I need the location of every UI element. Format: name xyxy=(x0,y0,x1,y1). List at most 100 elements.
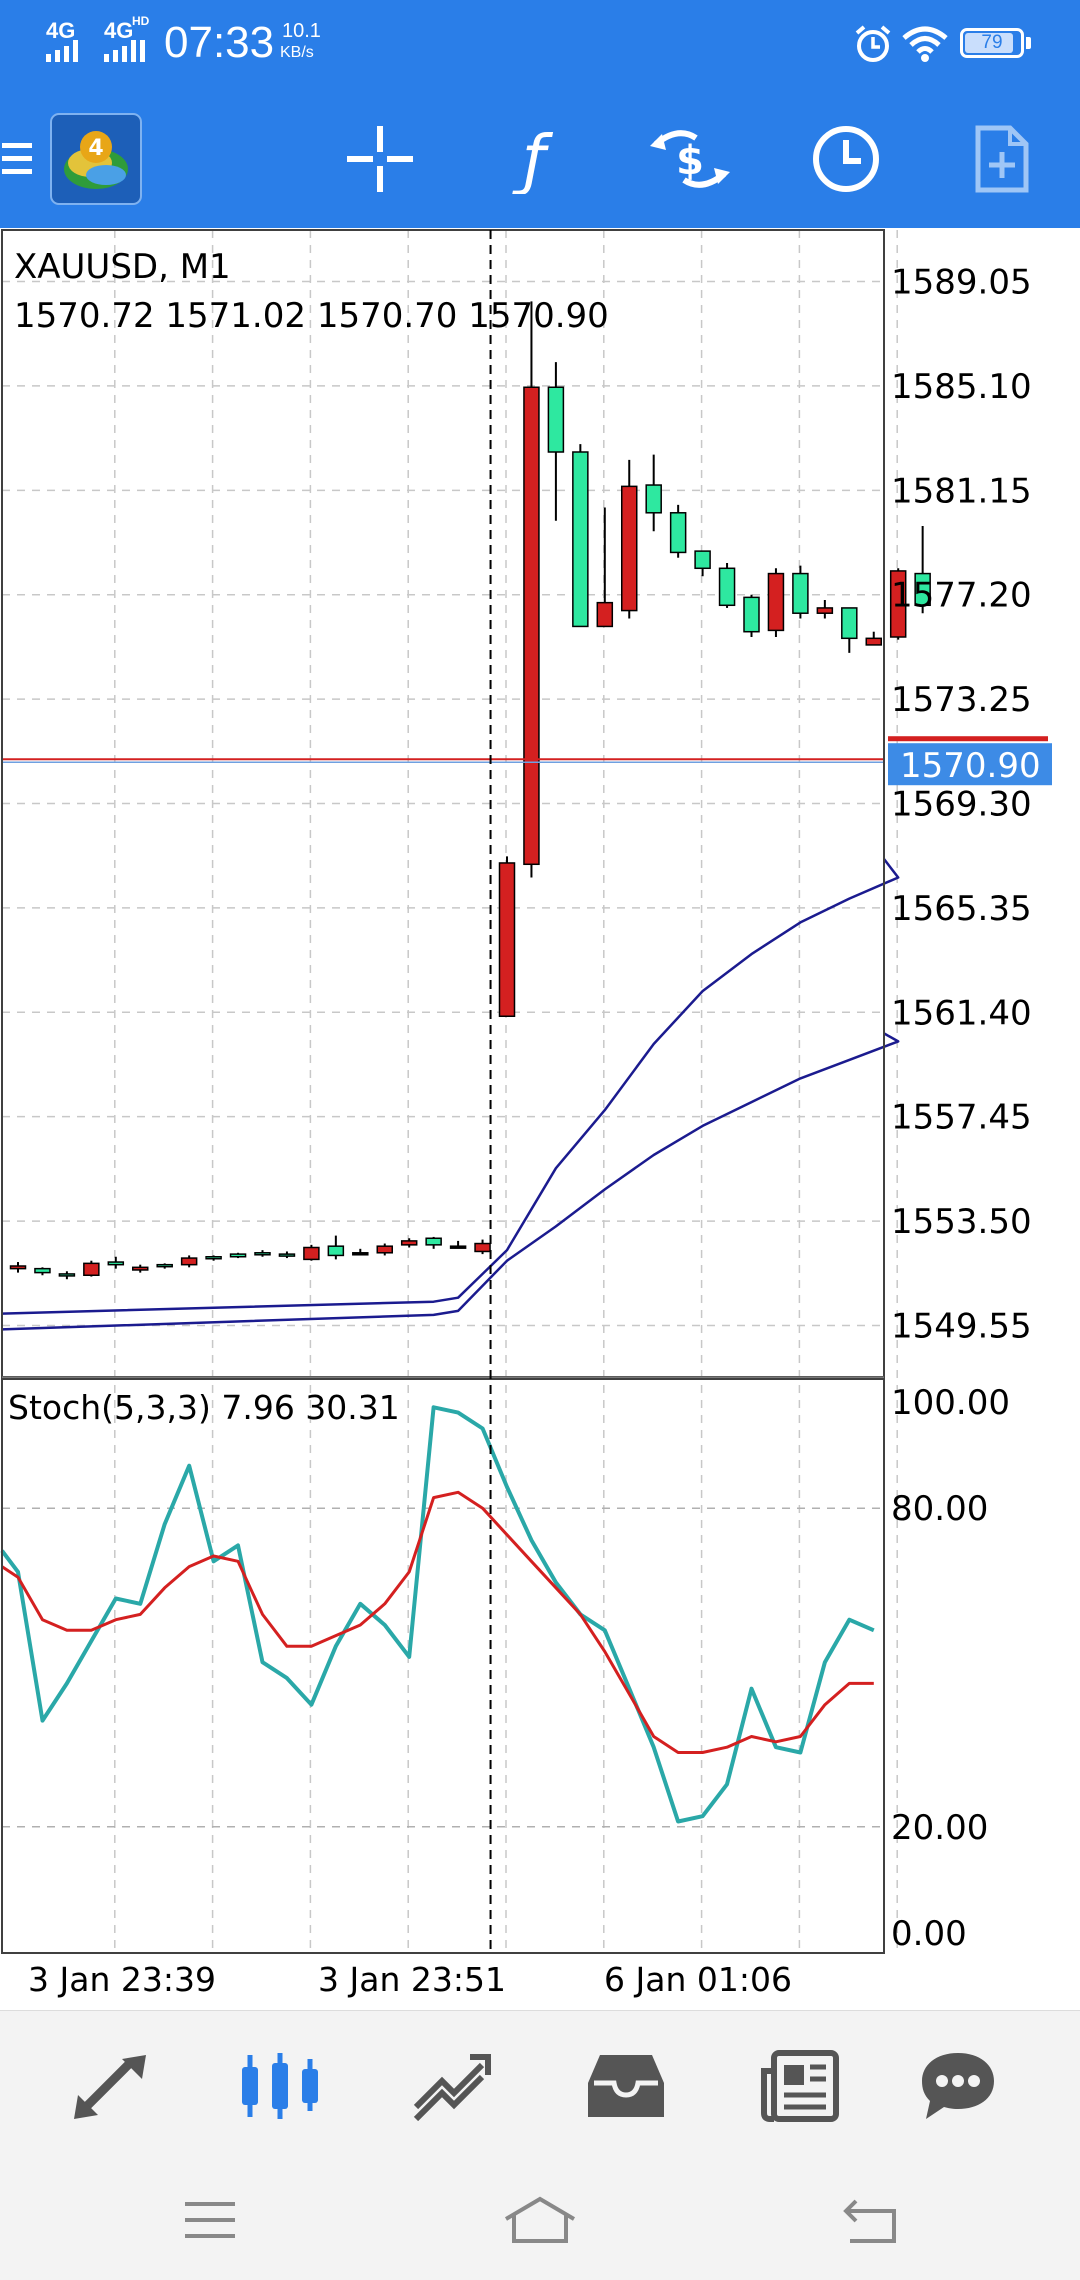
candle-body[interactable] xyxy=(352,1252,369,1256)
stoch-tick-label: 0.00 xyxy=(891,1914,967,1954)
crosshair-icon xyxy=(347,126,413,192)
candle-body[interactable] xyxy=(83,1262,100,1277)
candle-body[interactable] xyxy=(449,1245,467,1249)
svg-text:4: 4 xyxy=(88,136,103,161)
chart-area[interactable]: XAUUSD, M1 1570.72 1571.02 1570.70 1570.… xyxy=(0,228,1080,2008)
ma-slow-line xyxy=(1,1032,900,1331)
time-axis-label: 3 Jan 23:51 xyxy=(318,1960,506,1999)
price-chart[interactable]: XAUUSD, M1 1570.72 1571.02 1570.70 1570.… xyxy=(0,228,1080,2008)
ma-fast-line xyxy=(1,858,900,1315)
price-tick-label: 1577.20 xyxy=(891,576,1032,616)
nav-news[interactable] xyxy=(740,2011,860,2161)
mt4-logo-icon: 4 xyxy=(50,113,142,205)
candle-body[interactable] xyxy=(278,1253,296,1257)
candle-body[interactable] xyxy=(743,596,760,633)
status-bar: 4G 4G HD 07:33 10.1 KB/s 79 xyxy=(0,0,1080,90)
add-template-icon xyxy=(975,125,1029,193)
candle-body[interactable] xyxy=(376,1245,393,1254)
candle-body[interactable] xyxy=(425,1237,442,1246)
candle-body[interactable] xyxy=(816,607,834,614)
price-tick-label: 1549.55 xyxy=(891,1306,1032,1346)
trade-button[interactable]: $ xyxy=(630,90,750,228)
timeframe-button[interactable] xyxy=(786,90,906,228)
symbol-label: XAUUSD, M1 xyxy=(14,247,231,287)
bottom-navigation xyxy=(0,2010,1080,2161)
candle-body[interactable] xyxy=(841,607,858,640)
nav-chart[interactable] xyxy=(220,2011,340,2161)
candle-body[interactable] xyxy=(180,1257,198,1266)
candle-body[interactable] xyxy=(596,601,614,628)
net-speed-unit: KB/s xyxy=(280,44,314,61)
price-tick-label: 1581.15 xyxy=(891,471,1032,511)
stoch-label: Stoch(5,3,3) 7.96 30.31 xyxy=(8,1388,400,1427)
candle-body[interactable] xyxy=(498,862,516,1018)
candle-body[interactable] xyxy=(792,572,809,614)
candle-body[interactable] xyxy=(205,1256,222,1260)
net-speed-value: 10.1 xyxy=(282,20,321,42)
candle-body[interactable] xyxy=(9,1265,27,1270)
current-price-value: 1570.90 xyxy=(900,746,1041,786)
candle-body[interactable] xyxy=(523,386,540,866)
candle-body[interactable] xyxy=(572,451,589,628)
clock: 07:33 xyxy=(164,18,275,67)
candle-body[interactable] xyxy=(132,1266,149,1271)
trade-icon: $ xyxy=(650,130,730,188)
nav-history[interactable] xyxy=(566,2011,686,2161)
candle-body[interactable] xyxy=(58,1273,76,1277)
menu-button[interactable] xyxy=(0,90,34,228)
candle-body[interactable] xyxy=(229,1253,247,1258)
candle-body[interactable] xyxy=(767,572,785,632)
candle-body[interactable] xyxy=(865,637,882,646)
candle-body[interactable] xyxy=(254,1252,271,1256)
back-button[interactable] xyxy=(810,2160,930,2280)
menu-icon xyxy=(2,143,32,174)
ohlc-label: 1570.72 1571.02 1570.70 1570.90 xyxy=(14,296,609,336)
signal-icon xyxy=(46,40,78,62)
price-tag-marker xyxy=(888,736,1048,742)
add-template-button[interactable] xyxy=(942,90,1062,228)
price-tick-label: 1585.10 xyxy=(891,367,1032,407)
candle-body[interactable] xyxy=(34,1267,51,1274)
network-2-hd: HD xyxy=(132,14,150,28)
network-2: 4G xyxy=(104,18,134,43)
toolbar: 4 ƒ $ xyxy=(0,90,1080,228)
home-button[interactable] xyxy=(480,2160,600,2280)
crosshair-button[interactable] xyxy=(320,90,440,228)
indicators-icon: ƒ xyxy=(511,124,553,194)
candle-body[interactable] xyxy=(694,550,711,570)
stoch-tick-label: 80.00 xyxy=(891,1489,988,1529)
stoch-tick-label: 100.00 xyxy=(891,1383,1010,1423)
trade-chart-icon xyxy=(413,2054,491,2121)
price-tick-label: 1569.30 xyxy=(891,785,1032,825)
candle-body[interactable] xyxy=(303,1246,320,1261)
nav-quotes[interactable] xyxy=(50,2011,170,2161)
stoch-signal-line xyxy=(1,1490,874,1754)
recents-button[interactable] xyxy=(150,2160,270,2280)
candle-body[interactable] xyxy=(645,484,662,514)
network-1: 4G xyxy=(46,18,76,43)
news-icon xyxy=(761,2050,839,2122)
indicators-button[interactable]: ƒ xyxy=(474,90,594,228)
quotes-icon xyxy=(74,2055,146,2119)
mt4-logo-button[interactable]: 4 xyxy=(48,90,144,228)
candle-body[interactable] xyxy=(400,1240,418,1246)
candle-body[interactable] xyxy=(889,570,907,638)
candle-body[interactable] xyxy=(547,386,565,453)
history-icon xyxy=(588,2055,664,2117)
candle-body[interactable] xyxy=(914,572,931,607)
nav-messages[interactable] xyxy=(898,2011,1018,2161)
nav-trade[interactable] xyxy=(392,2011,512,2161)
candle-body[interactable] xyxy=(718,567,736,607)
candle-body[interactable] xyxy=(474,1242,491,1253)
timeframe-icon xyxy=(813,126,879,192)
candle-body[interactable] xyxy=(669,512,687,554)
candle-body[interactable] xyxy=(156,1263,173,1268)
price-tick-label: 1557.45 xyxy=(891,1098,1032,1138)
back-icon xyxy=(843,2199,896,2243)
price-tick-label: 1589.05 xyxy=(891,263,1032,303)
candle-body[interactable] xyxy=(107,1261,125,1266)
stoch-window-frame xyxy=(1,1378,885,1954)
candle-body[interactable] xyxy=(621,485,638,612)
candle-body[interactable] xyxy=(327,1245,345,1257)
price-tick-label: 1561.40 xyxy=(891,993,1032,1033)
